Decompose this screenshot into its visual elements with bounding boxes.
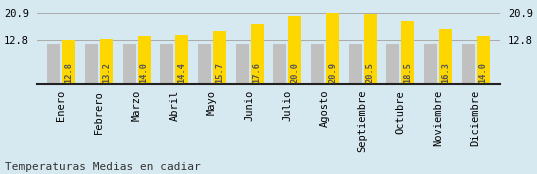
Text: Temperaturas Medias en cadiar: Temperaturas Medias en cadiar	[5, 162, 201, 172]
Bar	[122, 44, 136, 84]
Bar	[424, 44, 437, 84]
Bar	[288, 16, 301, 84]
Bar	[477, 36, 490, 84]
Bar	[251, 24, 264, 84]
Text: 14.4: 14.4	[177, 62, 186, 83]
Text: 18.5: 18.5	[403, 62, 412, 83]
Bar	[273, 44, 286, 84]
Text: 12.8: 12.8	[64, 62, 74, 83]
Bar	[175, 35, 188, 84]
Bar	[311, 44, 324, 84]
Bar	[236, 44, 249, 84]
Text: 15.7: 15.7	[215, 62, 224, 83]
Bar	[401, 21, 415, 84]
Text: 16.3: 16.3	[441, 62, 450, 83]
Bar	[85, 44, 98, 84]
Bar	[439, 29, 452, 84]
Bar	[198, 44, 211, 84]
Bar	[349, 44, 362, 84]
Bar	[62, 40, 75, 84]
Bar	[213, 31, 226, 84]
Text: 20.5: 20.5	[366, 62, 375, 83]
Text: 20.9: 20.9	[328, 62, 337, 83]
Bar	[364, 14, 377, 84]
Text: 17.6: 17.6	[253, 62, 262, 83]
Bar	[462, 44, 475, 84]
Bar	[326, 13, 339, 84]
Bar	[137, 36, 151, 84]
Bar	[386, 44, 400, 84]
Bar	[160, 44, 173, 84]
Text: 13.2: 13.2	[102, 62, 111, 83]
Bar	[100, 39, 113, 84]
Text: 14.0: 14.0	[140, 62, 149, 83]
Bar	[47, 44, 60, 84]
Text: 20.0: 20.0	[291, 62, 299, 83]
Text: 14.0: 14.0	[479, 62, 488, 83]
